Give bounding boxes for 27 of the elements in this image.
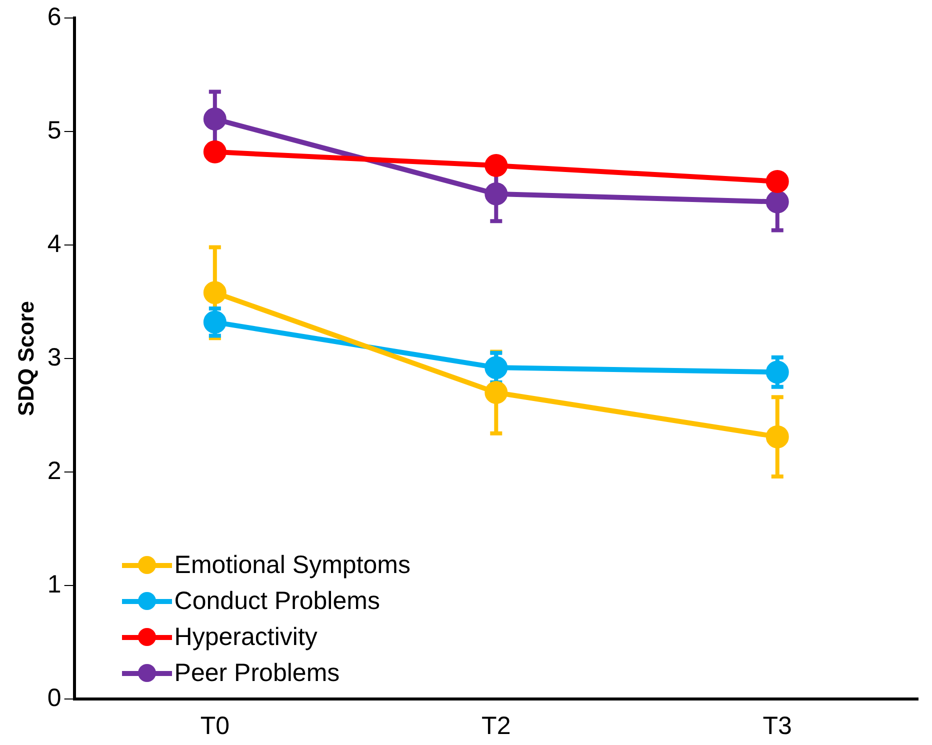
y-tick-label: 4 xyxy=(47,230,62,258)
point xyxy=(203,310,226,334)
x-tick-label: T2 xyxy=(482,712,511,740)
point xyxy=(766,170,789,193)
y-tick-label: 6 xyxy=(47,2,62,31)
legend-label: Peer Problems xyxy=(174,658,340,688)
point xyxy=(766,360,789,384)
legend-label: Conduct Problems xyxy=(174,586,380,616)
point xyxy=(203,281,226,304)
y-tick-label: 5 xyxy=(47,116,62,144)
x-tick-label: T3 xyxy=(762,712,792,740)
y-tick-label: 2 xyxy=(47,456,62,485)
point xyxy=(484,381,508,404)
point xyxy=(484,182,508,206)
legend-label: Emotional Symptoms xyxy=(174,550,410,580)
legend-label: Hyperactivity xyxy=(174,622,318,652)
point xyxy=(484,356,508,380)
point xyxy=(203,108,226,131)
point xyxy=(766,425,789,448)
point xyxy=(203,140,226,164)
point xyxy=(484,154,508,178)
y-tick-label: 1 xyxy=(47,570,62,598)
y-tick-label: 3 xyxy=(47,343,62,372)
point xyxy=(766,190,789,214)
y-tick-label: 0 xyxy=(47,684,62,712)
y-axis-title: SDQ Score xyxy=(13,301,38,416)
x-tick-label: T0 xyxy=(200,712,230,740)
